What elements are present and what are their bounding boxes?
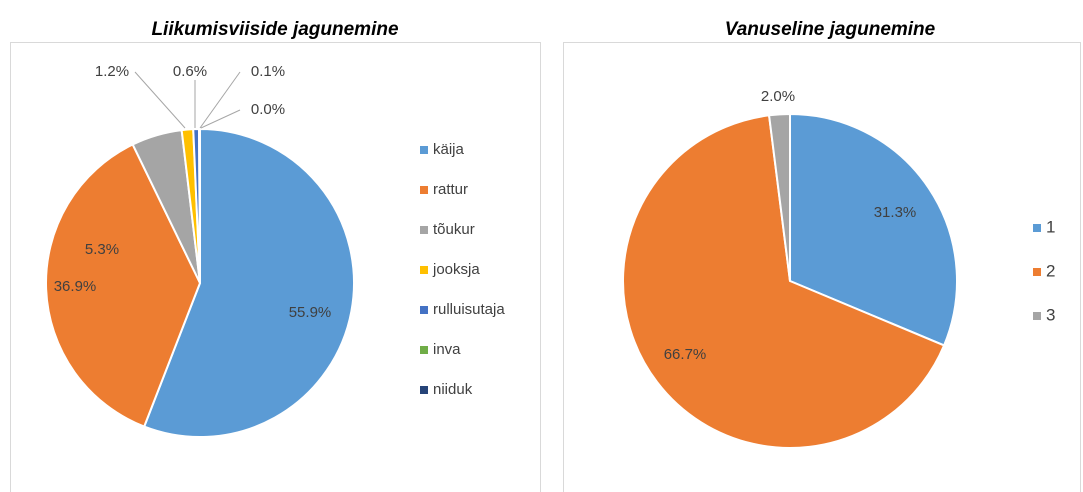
legend-label: 3 <box>1046 305 1055 324</box>
pie-slice <box>789 112 958 347</box>
legend-swatch <box>420 346 428 354</box>
legend-label: inva <box>433 341 461 358</box>
data-label: 2.0% <box>761 88 795 105</box>
legend-swatch <box>420 226 428 234</box>
panel <box>10 42 541 492</box>
legend-label: jooksja <box>432 261 480 278</box>
data-label: 55.9% <box>289 304 332 321</box>
legend-swatch <box>420 186 428 194</box>
legend-label: tõukur <box>433 221 475 238</box>
pie-slice <box>45 143 202 428</box>
legend-swatch <box>420 266 428 274</box>
legend-swatch <box>1033 224 1041 232</box>
legend-swatch <box>1033 268 1041 276</box>
pie-slice <box>767 112 791 282</box>
legend-swatch <box>420 146 428 154</box>
pie-slice <box>622 114 946 449</box>
data-label: 0.0% <box>251 101 285 118</box>
legend-label: rulluisutaja <box>433 301 505 318</box>
data-label: 31.3% <box>874 204 917 221</box>
legend-label: rattur <box>433 181 468 198</box>
legend-label: 1 <box>1046 217 1055 236</box>
data-label: 0.1% <box>251 63 285 80</box>
legend-label: käija <box>433 141 465 158</box>
legend-swatch <box>1033 312 1041 320</box>
legend-swatch <box>420 386 428 394</box>
data-label: 66.7% <box>664 346 707 363</box>
panel <box>563 42 1081 492</box>
leader-line <box>200 109 241 129</box>
chart-title: Vanuseline jagunemine <box>725 19 936 40</box>
pie-slice <box>142 127 355 438</box>
data-label: 0.6% <box>173 63 207 80</box>
leader-line <box>199 71 241 129</box>
data-label: 1.2% <box>95 63 129 80</box>
chart-title: Liikumisviiside jagunemine <box>151 19 399 40</box>
legend-label: 2 <box>1046 261 1055 280</box>
legend-label: niiduk <box>433 381 473 398</box>
data-label: 36.9% <box>54 278 97 295</box>
data-label: 5.3% <box>85 241 119 258</box>
legend-swatch <box>420 306 428 314</box>
leader-line <box>134 71 186 129</box>
